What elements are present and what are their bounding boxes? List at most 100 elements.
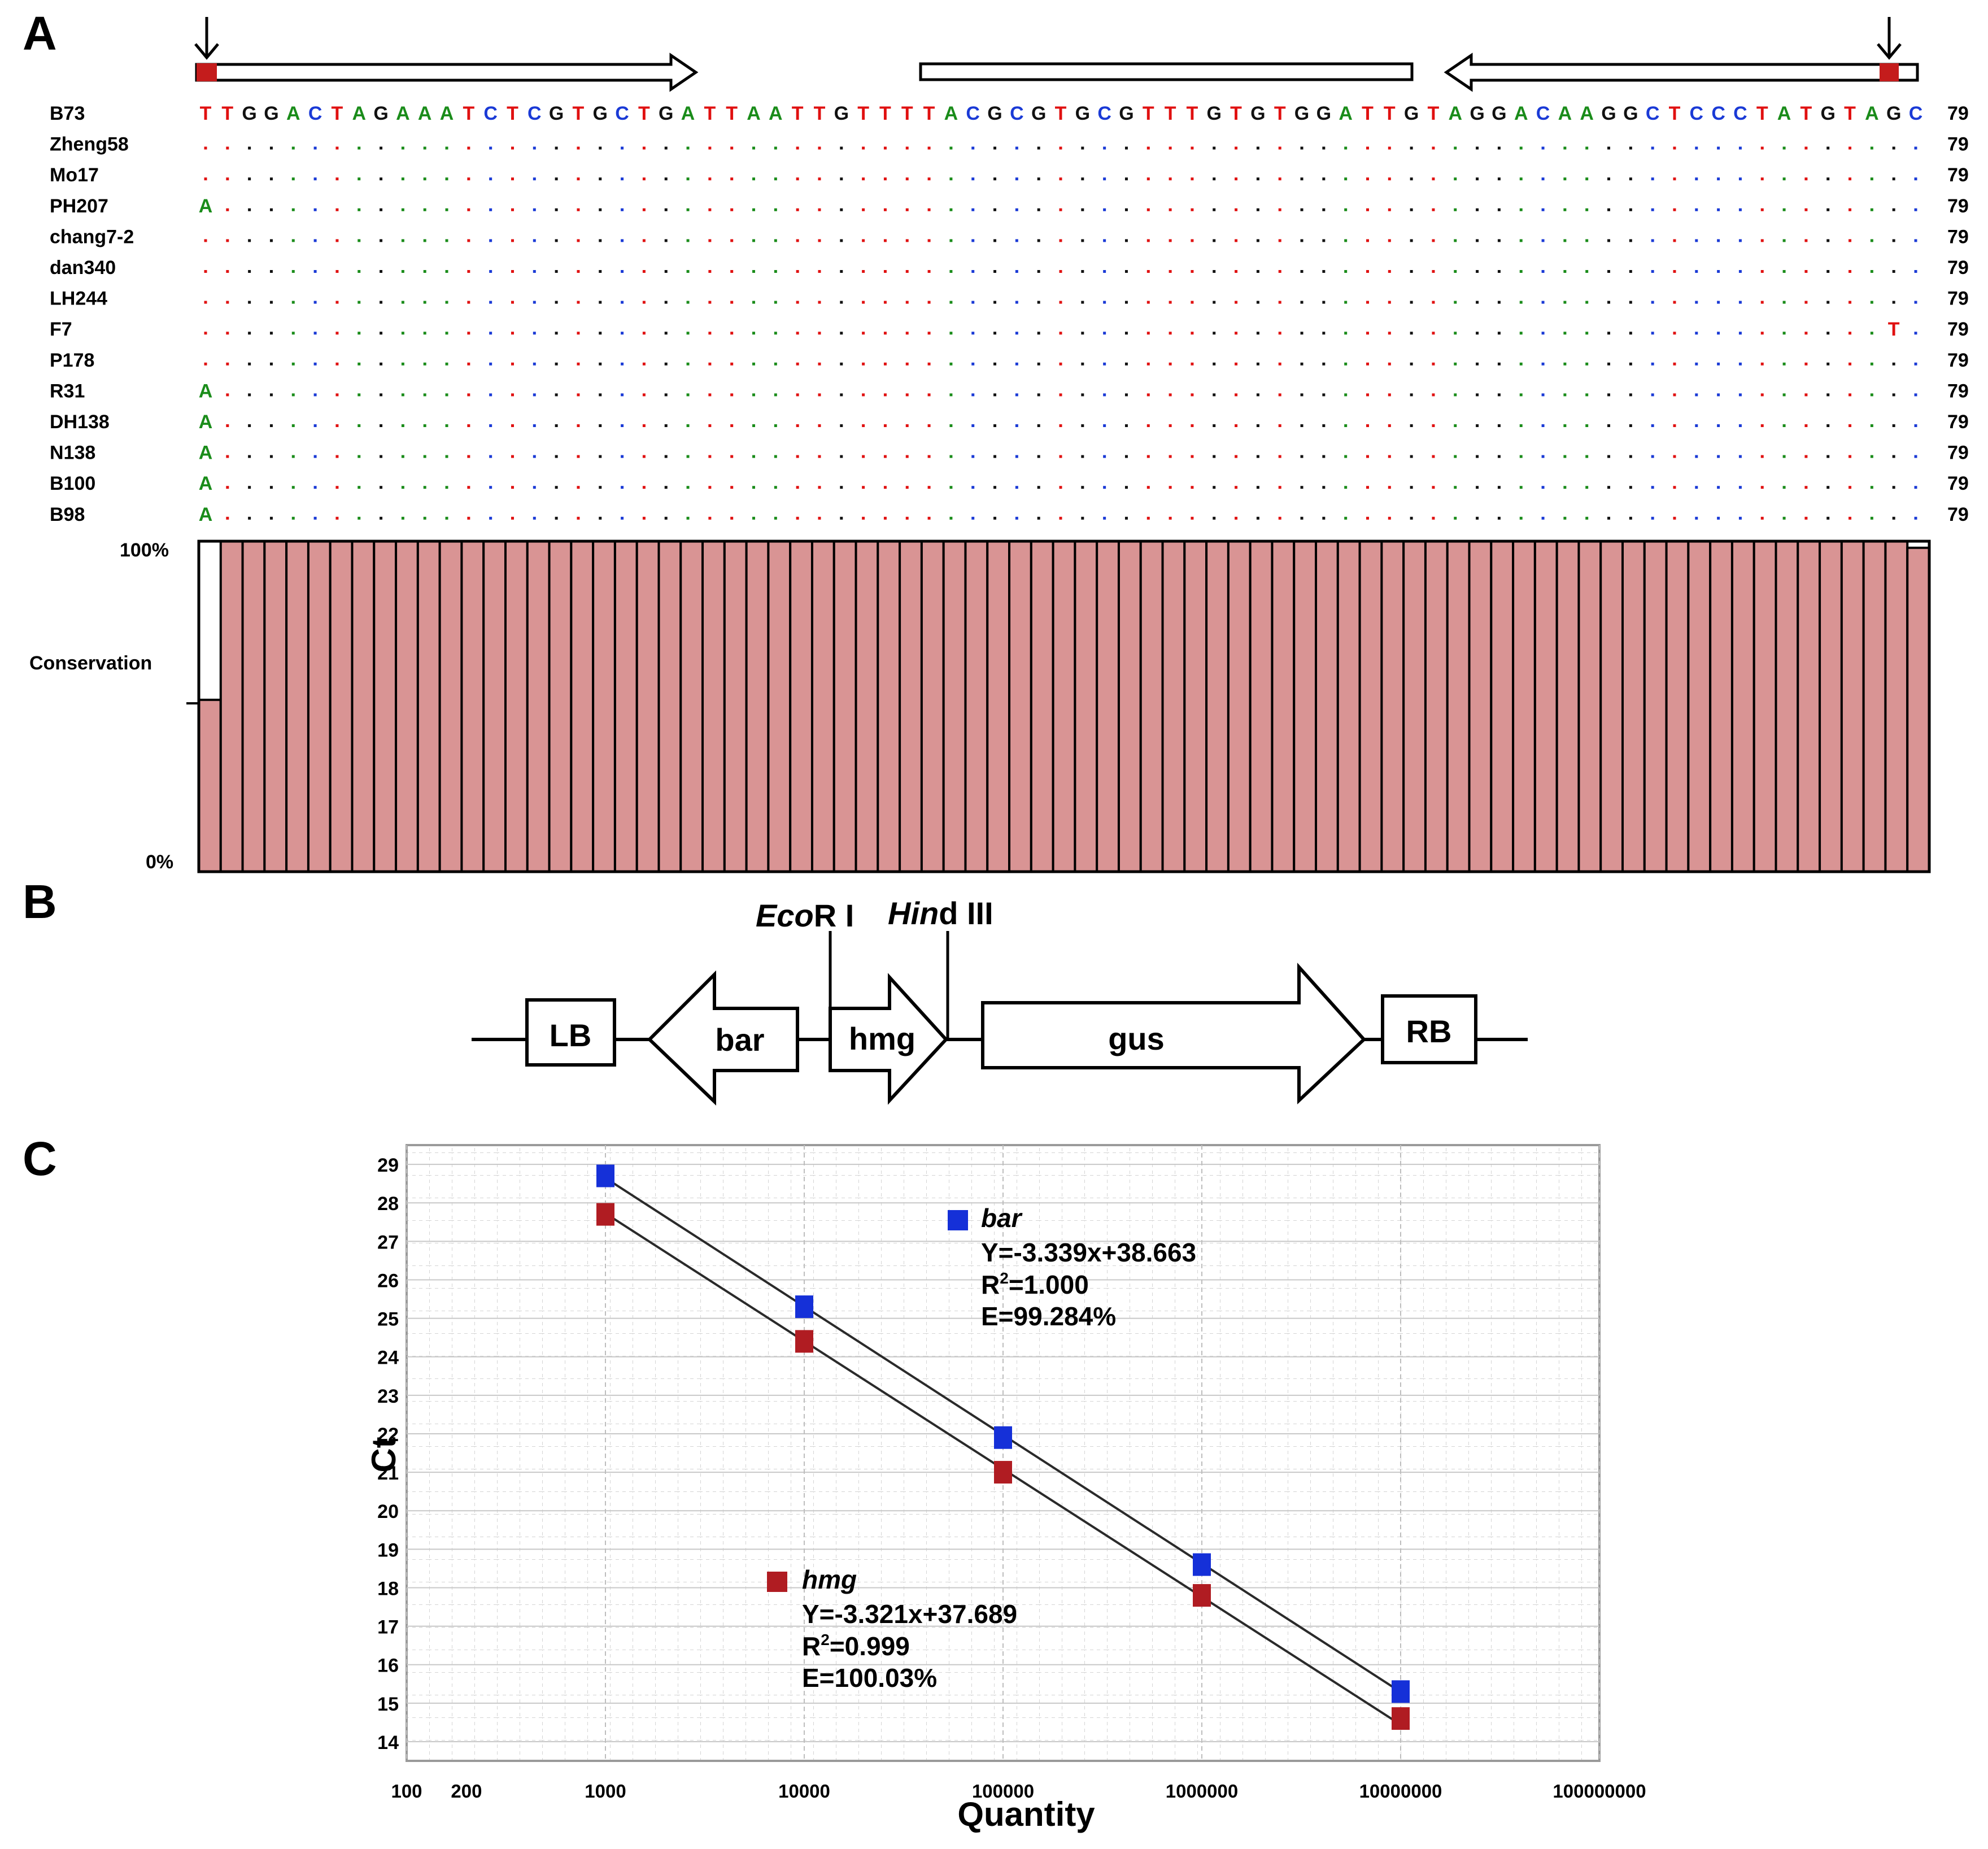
identity-dot xyxy=(1213,208,1216,211)
identity-dot xyxy=(730,516,734,520)
conservation-bar xyxy=(1490,540,1515,873)
identity-dot xyxy=(1410,239,1413,242)
identity-dot xyxy=(1124,239,1128,242)
identity-dot xyxy=(664,362,668,366)
identity-dot xyxy=(1059,455,1062,458)
conservation-bar xyxy=(657,540,682,873)
conservation-bar xyxy=(1183,540,1208,873)
reference-base: G xyxy=(1316,103,1331,124)
identity-dot xyxy=(380,208,383,211)
conservation-bar xyxy=(723,540,748,873)
identity-dot xyxy=(686,516,690,520)
identity-dot xyxy=(380,516,383,520)
identity-dot xyxy=(1892,177,1895,181)
conservation-bar xyxy=(613,540,638,873)
identity-dot xyxy=(1037,455,1040,458)
identity-dot xyxy=(511,455,514,458)
identity-dot xyxy=(511,146,514,150)
identity-dot xyxy=(533,455,536,458)
identity-dot xyxy=(1738,301,1742,304)
identity-dot xyxy=(423,424,426,427)
identity-dot xyxy=(818,486,821,489)
reference-base: A xyxy=(769,103,783,124)
identity-dot xyxy=(840,270,843,273)
identity-dot xyxy=(664,146,668,150)
identity-dot xyxy=(226,486,229,489)
reference-base: G xyxy=(659,103,673,124)
conservation-bar xyxy=(1227,540,1252,873)
identity-dot xyxy=(1849,424,1852,427)
identity-dot xyxy=(905,146,909,150)
identity-dot xyxy=(1213,424,1216,427)
identity-dot xyxy=(1322,393,1326,397)
identity-dot xyxy=(1804,208,1808,211)
identity-dot xyxy=(642,332,646,335)
identity-dot xyxy=(1191,362,1194,366)
bar-legend-name: bar xyxy=(981,1203,1023,1233)
conservation-bar xyxy=(855,540,879,873)
identity-dot xyxy=(993,332,997,335)
identity-dot xyxy=(686,239,690,242)
conservation-bar xyxy=(635,540,660,873)
identity-dot xyxy=(1804,455,1808,458)
identity-dot xyxy=(467,177,470,181)
strain-name: R31 xyxy=(50,380,85,402)
reference-base: T xyxy=(901,103,913,124)
identity-dot xyxy=(883,486,887,489)
identity-dot xyxy=(796,301,799,304)
identity-dot xyxy=(1629,424,1632,427)
identity-dot xyxy=(1497,146,1501,150)
identity-dot xyxy=(1870,455,1873,458)
identity-dot xyxy=(226,146,229,150)
identity-dot xyxy=(949,301,953,304)
identity-dot xyxy=(423,332,426,335)
identity-dot xyxy=(1717,208,1720,211)
identity-dot xyxy=(1738,424,1742,427)
identity-dot xyxy=(774,239,777,242)
identity-dot xyxy=(226,301,229,304)
sequence-length: 79 xyxy=(1947,380,1969,402)
conservation-bar xyxy=(1446,540,1471,873)
identity-dot xyxy=(796,424,799,427)
identity-dot xyxy=(1673,146,1676,150)
identity-dot xyxy=(1432,332,1435,335)
identity-dot xyxy=(752,516,756,520)
identity-dot xyxy=(555,455,558,458)
identity-dot xyxy=(1717,332,1720,335)
conservation-bar xyxy=(1709,540,1733,873)
identity-dot xyxy=(511,362,514,366)
identity-dot xyxy=(1804,332,1808,335)
identity-dot xyxy=(269,486,273,489)
y-tick-label: 24 xyxy=(377,1347,399,1369)
identity-dot xyxy=(1717,239,1720,242)
identity-dot xyxy=(752,455,756,458)
identity-dot xyxy=(1695,177,1698,181)
identity-dot xyxy=(1322,239,1326,242)
identity-dot xyxy=(1366,146,1369,150)
identity-dot xyxy=(1235,270,1238,273)
identity-dot xyxy=(1256,270,1259,273)
identity-dot xyxy=(1103,270,1106,273)
sequence-length: 79 xyxy=(1947,164,1969,186)
x-axis-title: Quantity xyxy=(957,1795,1095,1833)
identity-dot xyxy=(269,270,273,273)
identity-dot xyxy=(1300,270,1303,273)
identity-dot xyxy=(1322,516,1326,520)
reference-base: G xyxy=(1404,103,1419,124)
identity-dot xyxy=(1914,239,1917,242)
conservation-bar xyxy=(1752,540,1777,873)
identity-dot xyxy=(1804,177,1808,181)
identity-dot xyxy=(1059,301,1062,304)
identity-dot xyxy=(1388,301,1391,304)
identity-dot xyxy=(1782,393,1786,397)
identity-dot xyxy=(971,393,975,397)
identity-dot xyxy=(862,424,865,427)
identity-dot xyxy=(796,455,799,458)
identity-dot xyxy=(1388,177,1391,181)
identity-dot xyxy=(1037,424,1040,427)
identity-dot xyxy=(1914,332,1917,335)
identity-dot xyxy=(1410,208,1413,211)
identity-dot xyxy=(1782,362,1786,366)
identity-dot xyxy=(993,270,997,273)
identity-dot xyxy=(380,270,383,273)
